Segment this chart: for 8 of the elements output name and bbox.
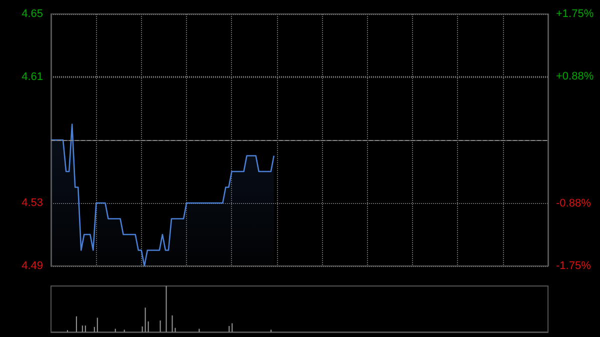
y2-tick-label: +1.75% xyxy=(556,8,594,20)
y2-tick-label: -0.88% xyxy=(556,197,592,210)
y-tick-label: 4.49 xyxy=(22,260,43,272)
y2-tick-label: -1.75% xyxy=(556,260,592,272)
y-tick-label: 4.65 xyxy=(22,8,43,20)
y-tick-label: 4.61 xyxy=(22,71,43,83)
y-tick-label: 4.53 xyxy=(22,197,43,209)
y2-tick-label: +0.88% xyxy=(556,70,594,83)
